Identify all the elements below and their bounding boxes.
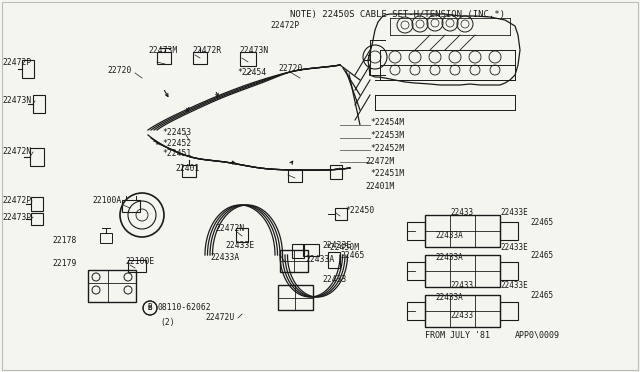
Text: 22433E: 22433E: [500, 244, 528, 253]
Text: 22433E: 22433E: [500, 208, 528, 217]
Text: 22473N: 22473N: [239, 45, 268, 55]
Text: 22433A: 22433A: [435, 253, 463, 263]
Text: 22100E: 22100E: [125, 257, 154, 266]
Text: *22454: *22454: [237, 67, 266, 77]
Text: 22465: 22465: [530, 250, 553, 260]
Text: *22452M: *22452M: [370, 144, 404, 153]
Text: 22433: 22433: [450, 311, 473, 320]
Text: B: B: [148, 305, 152, 311]
Text: 22433A: 22433A: [210, 253, 239, 263]
Text: 22433E: 22433E: [225, 241, 254, 250]
Text: 22472N: 22472N: [2, 147, 31, 155]
Text: 22433: 22433: [450, 208, 473, 217]
Text: 22472P: 22472P: [2, 196, 31, 205]
Text: 22720: 22720: [107, 65, 131, 74]
Text: *22454M: *22454M: [370, 118, 404, 126]
Text: 22401: 22401: [175, 164, 200, 173]
Text: *22452: *22452: [162, 138, 191, 148]
Text: B: B: [148, 304, 152, 312]
Text: 22433A: 22433A: [305, 256, 334, 264]
Text: FROM JULY '81: FROM JULY '81: [425, 330, 490, 340]
Text: *22453M: *22453M: [370, 131, 404, 140]
Text: 22472R: 22472R: [192, 45, 221, 55]
Text: 22472U: 22472U: [205, 312, 234, 321]
Text: 22433A: 22433A: [435, 231, 463, 240]
Text: 22100A: 22100A: [92, 196, 121, 205]
Text: *22450: *22450: [345, 205, 374, 215]
Text: *22451M: *22451M: [370, 169, 404, 177]
Text: 22472N: 22472N: [215, 224, 244, 232]
Text: *22453: *22453: [162, 128, 191, 137]
Text: 22465: 22465: [530, 291, 553, 299]
Text: 22720: 22720: [278, 64, 302, 73]
Text: 22433: 22433: [322, 276, 346, 285]
Text: (2): (2): [160, 317, 175, 327]
Text: 22465: 22465: [340, 251, 364, 260]
Text: 08110-62062: 08110-62062: [157, 304, 211, 312]
Text: 22433A: 22433A: [435, 294, 463, 302]
Text: 22472P: 22472P: [2, 58, 31, 67]
Text: 22433E: 22433E: [322, 241, 351, 250]
Text: 22473N: 22473N: [2, 96, 31, 105]
Text: 22472P: 22472P: [270, 20, 300, 29]
Text: 22401M: 22401M: [365, 182, 394, 190]
Text: 22465: 22465: [530, 218, 553, 227]
Text: 22473P: 22473P: [2, 212, 31, 221]
Text: 22433: 22433: [450, 280, 473, 289]
Text: 22433E: 22433E: [500, 280, 528, 289]
Text: 22178: 22178: [52, 235, 76, 244]
Text: NOTE) 22450S CABLE SET-H/TENSION (INC.*): NOTE) 22450S CABLE SET-H/TENSION (INC.*): [290, 10, 505, 19]
Text: 22179: 22179: [52, 260, 76, 269]
Text: 22473M: 22473M: [148, 45, 177, 55]
Text: 22472M: 22472M: [365, 157, 394, 166]
Text: *22451: *22451: [162, 148, 191, 157]
Text: *22450M: *22450M: [325, 243, 359, 251]
Text: APP0\0009: APP0\0009: [515, 330, 560, 340]
